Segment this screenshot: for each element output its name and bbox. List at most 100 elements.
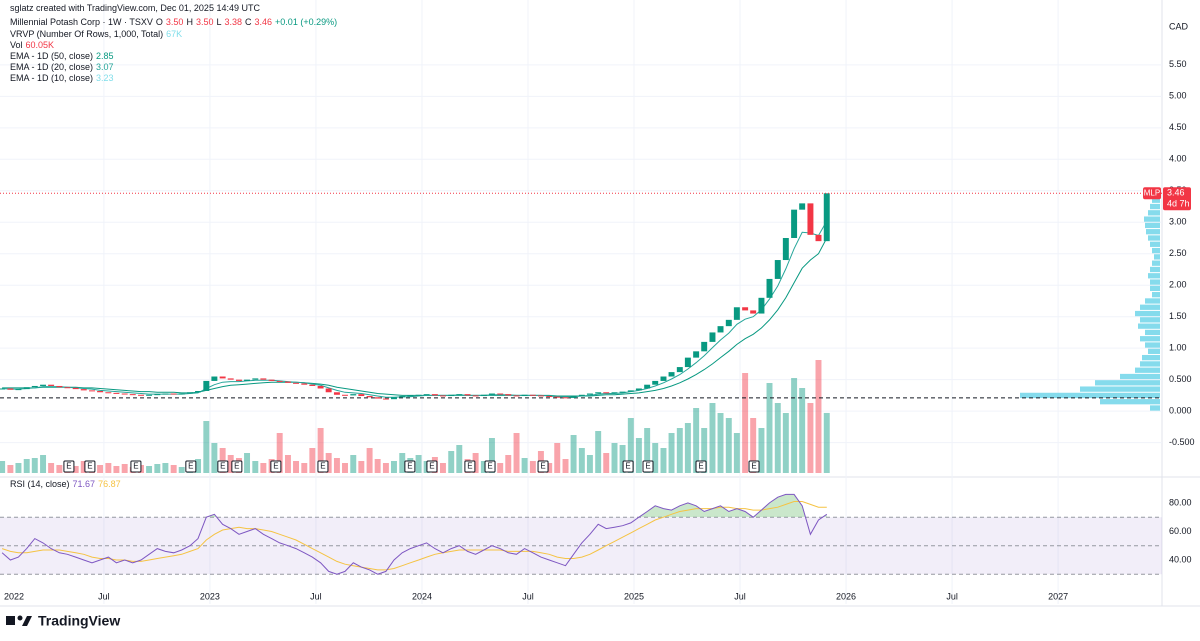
volume-bar [644, 428, 651, 473]
rsi-line [1, 493, 828, 575]
event-marker [537, 460, 549, 473]
candle [570, 396, 577, 398]
legend-name: EMA - 1D (10, close) [10, 73, 93, 83]
volume-bar [31, 458, 38, 473]
candle [815, 234, 822, 242]
volume-bar [799, 388, 806, 473]
volume-profile-bar [1152, 292, 1160, 298]
event-label: E [133, 462, 138, 471]
volume-profile-bar [1150, 405, 1160, 411]
legend-row: sglatz created with TradingView.com, Dec… [10, 3, 260, 13]
volume-bar [301, 463, 308, 473]
candle [603, 392, 610, 394]
legend-name: RSI (14, close) [10, 479, 70, 489]
volume-bar [627, 418, 634, 473]
credit: sglatz created with TradingView.com, Dec… [10, 3, 260, 13]
candle [203, 380, 210, 391]
candle [276, 380, 283, 382]
candle [423, 394, 430, 396]
volume-bar [358, 461, 365, 473]
candle [578, 394, 585, 397]
event-label: E [467, 462, 472, 471]
volume-profile-bar [1154, 254, 1160, 260]
volume-bar [382, 463, 389, 473]
volume-profile-bar [1145, 329, 1160, 336]
rsi-overbought-fill [206, 494, 827, 517]
price-tag-symbol-bg [1143, 187, 1161, 200]
volume-profile-bar [1100, 399, 1160, 405]
volume-bar [97, 465, 104, 473]
event-marker [404, 460, 416, 473]
y-tick-label: -0.500 [1169, 437, 1195, 447]
candle [497, 393, 504, 395]
candle [546, 396, 553, 398]
volume-profile-bar [1140, 317, 1160, 323]
volume-bar [154, 464, 161, 473]
volume-bar [660, 448, 667, 473]
volume-bar [333, 458, 340, 473]
candle [799, 203, 806, 210]
candle [382, 398, 389, 400]
volume-profile-bar [1080, 386, 1160, 392]
legend-value: 3.07 [96, 62, 114, 72]
volume-bar [162, 463, 169, 473]
candle [407, 395, 414, 397]
legend-name: EMA - 1D (50, close) [10, 51, 93, 61]
candle [521, 394, 528, 397]
volume-bar [113, 466, 120, 473]
event-marker [695, 460, 707, 473]
y-tick-label: 1.50 [1169, 311, 1187, 321]
volume-profile-bar [1144, 216, 1160, 222]
candle [750, 310, 757, 314]
candle [350, 394, 357, 396]
candle [333, 392, 340, 395]
legend-row: Vol 60.05K [10, 40, 54, 50]
candle [791, 209, 798, 238]
volume-profile-bar [1148, 235, 1160, 241]
ohlc-key: L [216, 17, 221, 27]
candle [56, 385, 63, 388]
volume-bar [701, 428, 708, 473]
y-tick-label: 0.500 [1169, 374, 1192, 384]
candle [342, 394, 348, 396]
volume-bar [709, 403, 716, 473]
event-label: E [220, 462, 225, 471]
volume-profile-bar [1142, 354, 1160, 361]
candle [170, 393, 177, 395]
candle [178, 393, 185, 395]
brand-name: TradingView [38, 613, 120, 629]
candle [644, 384, 651, 389]
candle [448, 394, 455, 397]
event-label: E [407, 462, 412, 471]
y-tick-label: 5.00 [1169, 91, 1187, 101]
price-tag-countdown: 4d 7h [1167, 199, 1190, 209]
event-marker [748, 460, 760, 473]
candle [129, 394, 136, 396]
candle [244, 379, 251, 381]
volume-bar [244, 453, 251, 473]
volume-bar [472, 453, 479, 473]
volume-bar [23, 459, 30, 473]
volume-bar [391, 461, 397, 473]
legend-value: 2.85 [96, 51, 114, 61]
event-marker [270, 460, 282, 473]
legend-row: Millennial Potash Corp · 1W · TSXV O 3.50 H… [10, 17, 337, 27]
candle [358, 394, 365, 397]
volume-bar [635, 438, 642, 473]
y-tick-label: 5.50 [1169, 59, 1187, 69]
candle [635, 388, 642, 391]
volume-profile-bar [1152, 260, 1160, 266]
candle [807, 203, 814, 235]
legend-value: 3.23 [96, 73, 114, 83]
candle [227, 378, 234, 380]
event-marker [464, 460, 476, 473]
candle [529, 394, 536, 396]
volume-bar [195, 459, 202, 473]
event-label: E [429, 462, 434, 471]
event-label: E [540, 462, 545, 471]
ohlc-value: 3.46 [255, 17, 273, 27]
volume-bar [570, 435, 577, 473]
candle [48, 384, 55, 386]
candle [138, 394, 144, 396]
candle [439, 395, 446, 397]
